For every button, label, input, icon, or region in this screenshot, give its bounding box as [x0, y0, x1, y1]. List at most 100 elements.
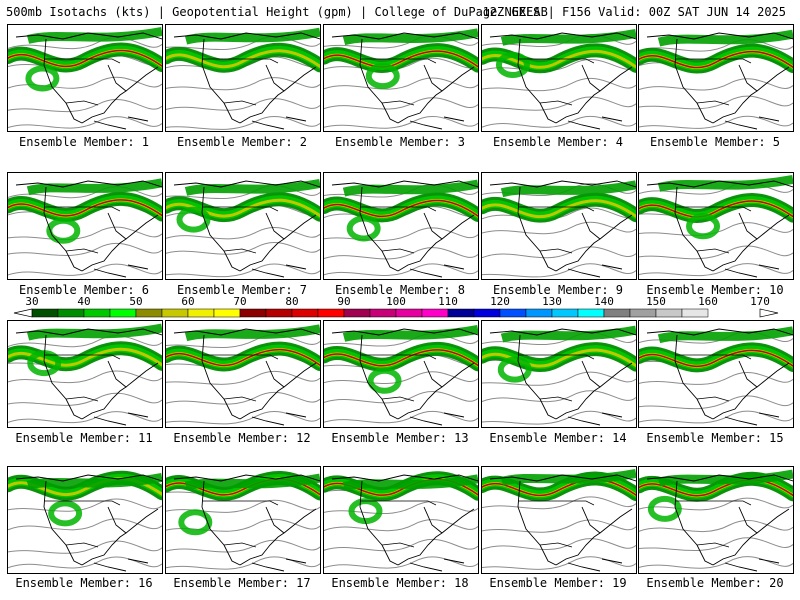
height-contour — [8, 37, 162, 50]
ensemble-member-caption: Ensemble Member: 6 — [18, 283, 150, 297]
cutoff-low-isotachs — [25, 65, 60, 92]
map-svg — [324, 179, 478, 278]
political-border — [202, 206, 279, 254]
scale-tick-label: 40 — [77, 295, 91, 308]
coastline — [489, 474, 636, 572]
isotach-band — [500, 29, 636, 46]
political-border — [360, 354, 437, 402]
height-contour — [639, 497, 793, 511]
map-svg — [324, 471, 478, 572]
map-svg — [482, 29, 636, 130]
ensemble-map-panel — [323, 320, 479, 428]
height-contour — [482, 221, 636, 235]
height-contour — [324, 371, 478, 384]
cutoff-low-isotachs — [48, 500, 83, 527]
coastline — [331, 474, 478, 572]
scale-tick-label: 50 — [129, 295, 143, 308]
scale-bin — [655, 308, 683, 318]
isotach-band — [482, 348, 636, 368]
ensemble-member-caption: Ensemble Member: 17 — [173, 576, 311, 590]
ensemble-member-caption: Ensemble Member: 3 — [334, 135, 466, 149]
coastline — [15, 180, 162, 278]
header-title: 500mb Isotachs (kts) | Geopotential Heig… — [6, 5, 548, 19]
coastline — [15, 32, 162, 130]
map-svg — [324, 28, 478, 130]
ensemble-member-caption: Ensemble Member: 2 — [176, 135, 308, 149]
scale-tick-label: 130 — [542, 295, 562, 308]
political-border — [202, 500, 279, 548]
scale-bin — [525, 308, 553, 318]
height-contour — [166, 410, 320, 425]
coastline — [646, 474, 793, 572]
coastline — [173, 32, 320, 130]
scale-bin — [57, 308, 85, 318]
map-svg — [482, 468, 636, 572]
scale-bin — [577, 308, 605, 318]
ensemble-map-panel — [323, 172, 479, 280]
height-contour — [482, 371, 636, 386]
height-contour — [324, 391, 478, 404]
ensemble-map-panel — [638, 466, 794, 574]
height-contour — [324, 227, 478, 242]
coastline — [331, 32, 478, 130]
height-contour — [639, 95, 793, 110]
height-contour — [482, 410, 636, 425]
political-border — [675, 58, 752, 106]
ensemble-member-caption: Ensemble Member: 9 — [492, 283, 624, 297]
height-contour — [639, 115, 793, 129]
height-contour — [166, 518, 320, 532]
height-contour — [482, 519, 636, 533]
scale-bin — [473, 308, 501, 318]
isotach-band — [8, 49, 162, 68]
political-border — [360, 58, 437, 106]
height-contour — [639, 39, 793, 52]
height-contour — [639, 556, 793, 569]
height-contour — [166, 391, 320, 405]
height-contour — [324, 263, 478, 276]
scale-bar — [13, 308, 779, 318]
height-contour — [482, 538, 636, 551]
ensemble-map-panel — [638, 172, 794, 280]
ensemble-member-caption: Ensemble Member: 1 — [18, 135, 150, 149]
map-svg — [8, 323, 162, 426]
scale-bin — [447, 308, 475, 318]
coastline — [15, 328, 162, 426]
isotach-band — [482, 478, 636, 497]
ensemble-map-panel — [7, 320, 163, 428]
height-contour — [8, 116, 162, 129]
ensemble-map-panel — [7, 24, 163, 132]
scale-tick-label: 60 — [181, 295, 195, 308]
ensemble-map-panel — [7, 466, 163, 574]
map-svg — [482, 325, 636, 426]
political-border — [675, 500, 752, 548]
isotach-band — [184, 179, 320, 196]
ensemble-member-caption: Ensemble Member: 14 — [489, 431, 627, 445]
height-contour — [166, 116, 320, 130]
isotach-band — [324, 349, 478, 367]
political-border — [518, 354, 595, 402]
height-contour — [166, 227, 320, 240]
ensemble-map-panel — [165, 466, 321, 574]
political-border — [360, 206, 437, 254]
scale-tick-label: 140 — [594, 295, 614, 308]
ensemble-member-caption: Ensemble Member: 19 — [489, 576, 627, 590]
height-contour — [166, 263, 320, 278]
cutoff-low-isotachs — [686, 213, 721, 240]
map-svg — [482, 180, 636, 278]
scale-bin — [603, 308, 631, 318]
isotach-band — [639, 50, 793, 69]
political-border — [44, 354, 121, 402]
scale-tick-label: 150 — [646, 295, 666, 308]
height-contour — [482, 115, 636, 128]
map-svg — [324, 324, 478, 426]
scale-tick-label: 100 — [386, 295, 406, 308]
height-contour — [166, 98, 320, 111]
ensemble-map-panel — [481, 24, 637, 132]
cutoff-low-isotachs — [46, 217, 81, 244]
coastline — [331, 328, 478, 426]
scale-tick-label: 90 — [337, 295, 351, 308]
height-contour — [482, 59, 636, 72]
ensemble-map-panel — [638, 24, 794, 132]
isotach-band — [26, 323, 162, 341]
map-svg — [8, 178, 162, 278]
